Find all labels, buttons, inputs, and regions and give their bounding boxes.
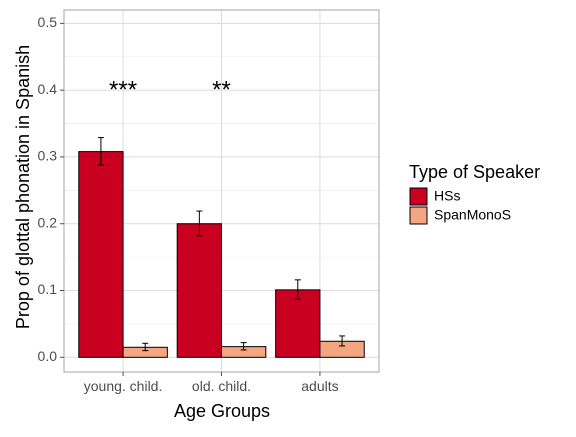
y-tick-label: 0.0 [38,348,58,364]
y-tick-label: 0.5 [38,14,58,30]
significance-annotation: *** [109,77,137,104]
legend-label: SpanMonoS [434,207,511,223]
legend-items: HSs SpanMonoS [409,187,511,225]
bar [78,151,124,358]
legend-swatch [409,187,428,206]
legend-title: Type of Speaker [409,162,540,182]
x-tick-label: adults [301,378,338,394]
x-axis-label: Age Groups [174,401,270,421]
significance-annotation: ** [212,77,231,104]
legend-swatch [409,206,428,225]
x-tick-label: young. child. [84,378,163,394]
legend-label: HSs [434,188,460,204]
y-tick-label: 0.4 [38,81,58,97]
y-tick-label: 0.1 [38,281,58,297]
bar [275,289,321,358]
legend: Type of Speaker HSs SpanMonoS [409,162,540,225]
plot-area: 0.0 0.1 0.2 0.3 0.4 0.5 young. child. old. chil… [38,9,380,394]
y-tick-label: 0.2 [38,214,58,230]
bar [176,223,222,358]
y-tick-label: 0.3 [38,148,58,164]
x-tick-label: old. child. [192,378,251,394]
y-axis-label: Prop of glottal phonation in Spanish [13,45,33,329]
